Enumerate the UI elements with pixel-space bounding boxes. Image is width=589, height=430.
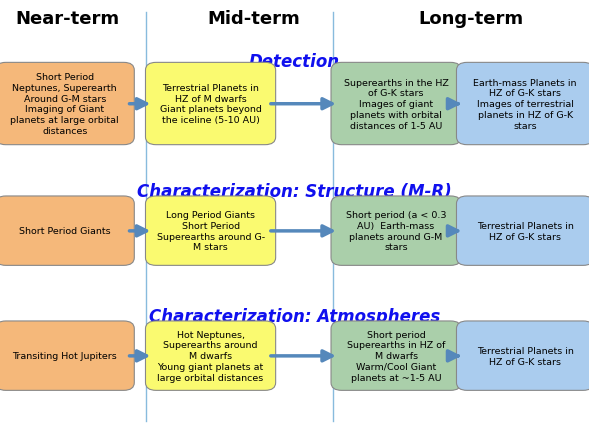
- FancyBboxPatch shape: [456, 197, 589, 266]
- Text: Earth-mass Planets in
HZ of G-K stars
Images of terrestrial
planets in HZ of G-K: Earth-mass Planets in HZ of G-K stars Im…: [474, 78, 577, 130]
- FancyBboxPatch shape: [145, 197, 276, 266]
- FancyBboxPatch shape: [331, 63, 461, 145]
- FancyBboxPatch shape: [0, 63, 134, 145]
- FancyBboxPatch shape: [145, 321, 276, 390]
- Text: Short Period Giants: Short Period Giants: [19, 227, 111, 236]
- Text: Hot Neptunes,
Superearths around
M dwarfs
Young giant planets at
large orbital d: Hot Neptunes, Superearths around M dwarf…: [157, 330, 264, 382]
- Text: Characterization: Structure (M-R): Characterization: Structure (M-R): [137, 182, 452, 200]
- FancyBboxPatch shape: [456, 321, 589, 390]
- Text: Short period (a < 0.3
AU)  Earth-mass
planets around G-M
stars: Short period (a < 0.3 AU) Earth-mass pla…: [346, 211, 446, 252]
- Text: Long-term: Long-term: [419, 10, 524, 28]
- Text: Terrestrial Planets in
HZ of G-K stars: Terrestrial Planets in HZ of G-K stars: [477, 221, 574, 241]
- Text: Terrestrial Planets in
HZ of G-K stars: Terrestrial Planets in HZ of G-K stars: [477, 346, 574, 366]
- Text: Detection: Detection: [249, 53, 340, 71]
- Text: Long Period Giants
Short Period
Superearths around G-
M stars: Long Period Giants Short Period Superear…: [157, 211, 264, 252]
- Text: Mid-term: Mid-term: [207, 10, 300, 28]
- FancyBboxPatch shape: [456, 63, 589, 145]
- Text: Transiting Hot Jupiters: Transiting Hot Jupiters: [12, 351, 117, 360]
- Text: Short period
Superearths in HZ of
M dwarfs
Warm/Cool Giant
planets at ~1-5 AU: Short period Superearths in HZ of M dwar…: [347, 330, 445, 382]
- Text: Short Period
Neptunes, Superearth
Around G-M stars
Imaging of Giant
planets at l: Short Period Neptunes, Superearth Around…: [11, 73, 119, 135]
- Text: Characterization: Atmospheres: Characterization: Atmospheres: [149, 307, 440, 325]
- Text: Near-term: Near-term: [16, 10, 120, 28]
- FancyBboxPatch shape: [331, 197, 461, 266]
- Text: Superearths in the HZ
of G-K stars
Images of giant
planets with orbital
distance: Superearths in the HZ of G-K stars Image…: [343, 78, 449, 130]
- FancyBboxPatch shape: [145, 63, 276, 145]
- FancyBboxPatch shape: [331, 321, 461, 390]
- FancyBboxPatch shape: [0, 197, 134, 266]
- FancyBboxPatch shape: [0, 321, 134, 390]
- Text: Terrestrial Planets in
HZ of M dwarfs
Giant planets beyond
the iceline (5-10 AU): Terrestrial Planets in HZ of M dwarfs Gi…: [160, 84, 262, 125]
